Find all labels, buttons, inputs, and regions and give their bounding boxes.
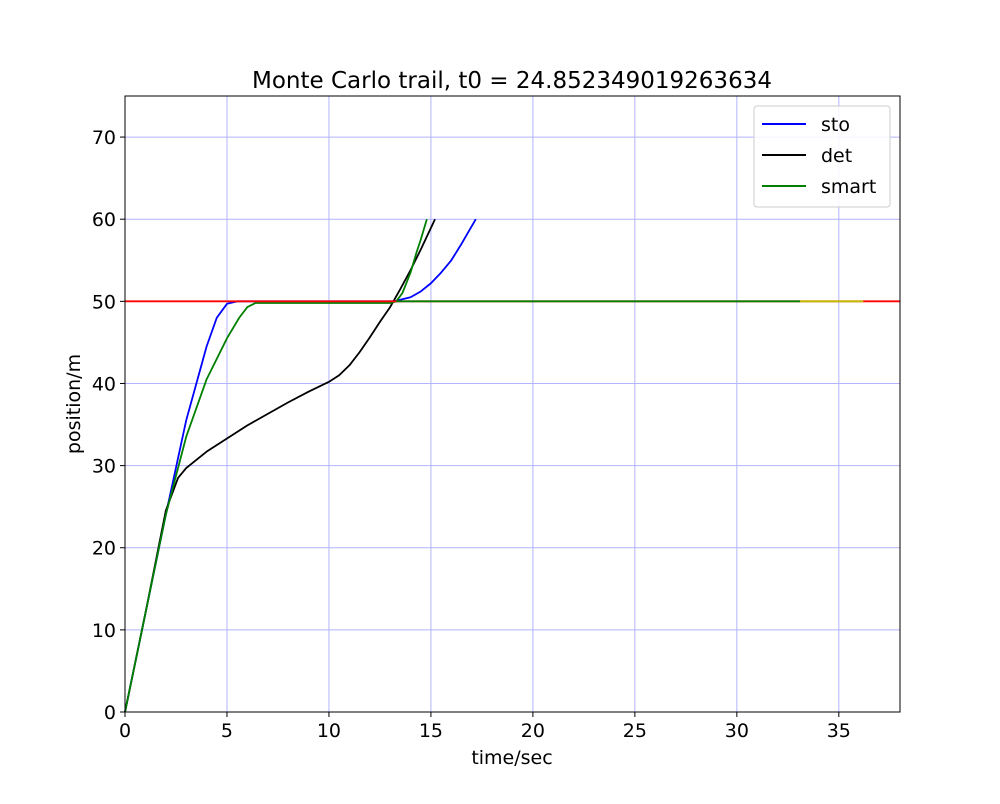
y-axis-label: position/m — [63, 354, 85, 454]
x-tick-label: 15 — [419, 720, 443, 742]
y-tick-label: 50 — [92, 291, 116, 313]
series-smart-line — [124, 218, 428, 713]
x-tick-label: 25 — [623, 720, 647, 742]
axis-ticks: 0 5 10 15 20 25 30 35 0 10 20 30 40 50 60 70 — [92, 127, 851, 742]
y-tick-label: 70 — [92, 127, 116, 149]
legend-box — [753, 105, 891, 208]
legend-label-smart: smart — [821, 176, 876, 198]
legend-label-sto: sto — [821, 114, 850, 136]
y-tick-label: 60 — [92, 209, 116, 231]
x-tick-label: 30 — [725, 720, 749, 742]
y-tick-label: 10 — [92, 620, 116, 642]
y-tick-label: 30 — [92, 456, 116, 478]
x-tick-label: 10 — [317, 720, 341, 742]
y-tick-label: 40 — [92, 373, 116, 395]
x-tick-label: 20 — [521, 720, 545, 742]
plot-frame — [124, 95, 901, 713]
legend: sto det smart — [753, 105, 891, 208]
series-lines — [124, 218, 900, 713]
x-tick-label: 5 — [221, 720, 233, 742]
x-tick-label: 35 — [827, 720, 851, 742]
x-axis-label: time/sec — [471, 747, 552, 769]
x-tick-label: 0 — [119, 720, 131, 742]
y-tick-label: 20 — [92, 538, 116, 560]
y-tick-label: 0 — [104, 702, 116, 724]
legend-label-det: det — [821, 145, 852, 167]
chart-title: Monte Carlo trail, t0 = 24.8523490192636… — [252, 68, 772, 94]
series-det-line — [124, 218, 436, 713]
